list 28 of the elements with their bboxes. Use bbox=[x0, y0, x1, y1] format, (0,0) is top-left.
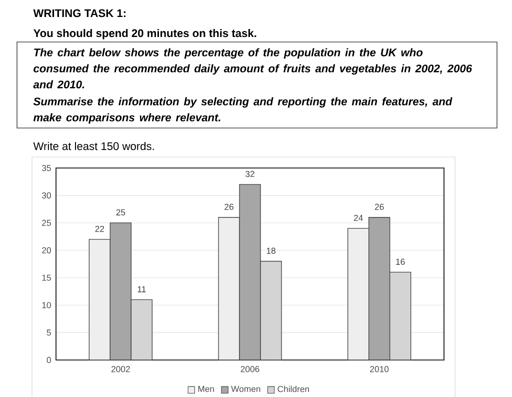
x-tick-label: 2010 bbox=[370, 366, 389, 372]
data-label: 16 bbox=[396, 258, 405, 265]
data-label: 26 bbox=[374, 204, 384, 210]
y-tick-label: 35 bbox=[42, 164, 51, 172]
chart-subtitle: You should spend 20 minutes on this task. bbox=[33, 28, 256, 40]
data-label: 25 bbox=[116, 209, 126, 216]
text: The chart below shows the percentage of the population in the UK who consumed the recommended daily amount of fruits and vegetables in 2002, 2006 and 2010. bbox=[33, 48, 472, 88]
y-tick-label: 0 bbox=[46, 356, 51, 364]
x-tick-label: 2006 bbox=[240, 366, 260, 372]
y-tick-label: 15 bbox=[42, 274, 51, 281]
y-tick-label: 30 bbox=[42, 192, 51, 198]
y-tick-label: 20 bbox=[42, 247, 51, 254]
data-label: 32 bbox=[246, 170, 254, 178]
data-label: 26 bbox=[224, 204, 234, 210]
x-tick-label: 2002 bbox=[111, 366, 130, 372]
legend-label: Women bbox=[231, 386, 260, 392]
text: Write at least 150 words. bbox=[33, 142, 154, 150]
data-label: 24 bbox=[354, 214, 363, 221]
y-tick-label: 5 bbox=[46, 330, 51, 336]
data-label: 18 bbox=[266, 248, 276, 254]
y-tick-label: 25 bbox=[42, 220, 51, 226]
chart-title: WRITING TASK 1: bbox=[33, 9, 126, 18]
legend-label: Men bbox=[198, 386, 214, 392]
data-label: 11 bbox=[138, 286, 146, 292]
y-tick-label: 10 bbox=[42, 302, 51, 308]
legend-label: Children bbox=[278, 386, 309, 392]
text: Summarise the information by selecting and reporting the main features, and make comparisons where relevant. bbox=[33, 97, 452, 124]
data-label: 22 bbox=[95, 226, 104, 232]
